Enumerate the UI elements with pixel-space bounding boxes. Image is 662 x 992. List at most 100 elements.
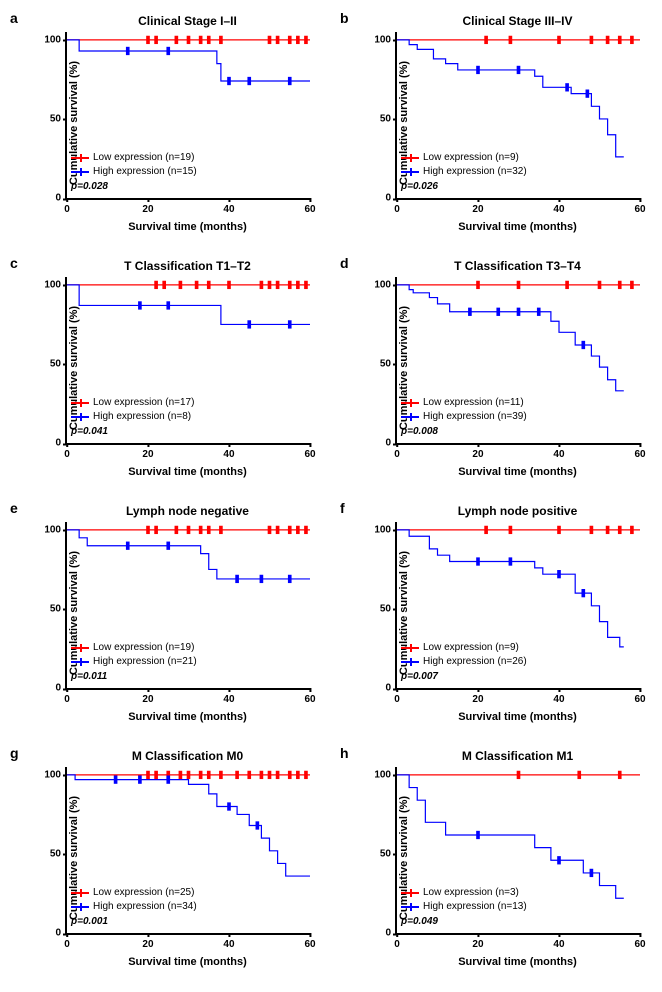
legend: Low expression (n=9) High expression (n=… — [401, 641, 527, 684]
ytick: 100 — [374, 769, 397, 780]
legend-high-text: High expression (n=13) — [423, 900, 527, 914]
legend-swatch-high — [71, 906, 89, 908]
panel-label: a — [10, 10, 18, 26]
ytick: 100 — [44, 524, 67, 535]
ytick: 100 — [374, 279, 397, 290]
legend-swatch-high — [401, 661, 419, 663]
legend-high: High expression (n=8) — [71, 410, 194, 424]
legend: Low expression (n=25) High expression (n… — [71, 886, 197, 929]
p-value: p=0.001 — [71, 915, 197, 929]
panel-title: Clinical Stage I–II — [65, 14, 310, 28]
plot-area: 050100 0204060 Low expression (n=9) High… — [395, 32, 640, 200]
x-axis-label: Survival time (months) — [395, 221, 640, 233]
legend-swatch-low — [71, 402, 89, 404]
legend: Low expression (n=9) High expression (n=… — [401, 151, 527, 194]
plot-area: 050100 0204060 Low expression (n=9) High… — [395, 522, 640, 690]
legend-swatch-low — [401, 157, 419, 159]
legend-low: Low expression (n=9) — [401, 151, 527, 165]
panel-title: M Classification M0 — [65, 749, 310, 763]
p-value: p=0.049 — [401, 915, 527, 929]
legend-swatch-high — [401, 171, 419, 173]
xtick: 20 — [142, 443, 153, 460]
xtick: 20 — [142, 688, 153, 705]
legend-swatch-high — [71, 171, 89, 173]
legend-high-text: High expression (n=8) — [93, 410, 191, 424]
legend-low: Low expression (n=9) — [401, 641, 527, 655]
panel-label: b — [340, 10, 349, 26]
panel-f: f Lymph node positive Cumulative surviva… — [340, 500, 650, 725]
plot-area: 050100 0204060 Low expression (n=11) Hig… — [395, 277, 640, 445]
xtick: 0 — [394, 443, 400, 460]
panel-label: g — [10, 745, 19, 761]
panel-label: e — [10, 500, 18, 516]
ytick: 50 — [50, 113, 67, 124]
legend-low-text: Low expression (n=9) — [423, 641, 519, 655]
x-axis-label: Survival time (months) — [65, 221, 310, 233]
p-value: p=0.008 — [401, 425, 527, 439]
legend: Low expression (n=11) High expression (n… — [401, 396, 527, 439]
legend-high: High expression (n=34) — [71, 900, 197, 914]
panel-c: c T Classification T1–T2 Cumulative surv… — [10, 255, 320, 480]
legend-low: Low expression (n=25) — [71, 886, 197, 900]
xtick: 40 — [223, 688, 234, 705]
legend-high-text: High expression (n=34) — [93, 900, 197, 914]
xtick: 20 — [142, 198, 153, 215]
p-value: p=0.028 — [71, 180, 197, 194]
legend-high-text: High expression (n=39) — [423, 410, 527, 424]
xtick: 60 — [634, 933, 645, 950]
panel-label: d — [340, 255, 349, 271]
xtick: 60 — [634, 198, 645, 215]
ytick: 50 — [50, 358, 67, 369]
ytick: 50 — [380, 358, 397, 369]
panel-title: Clinical Stage III–IV — [395, 14, 640, 28]
legend-high-text: High expression (n=15) — [93, 165, 197, 179]
xtick: 60 — [304, 933, 315, 950]
xtick: 40 — [553, 933, 564, 950]
xtick: 20 — [142, 933, 153, 950]
legend-low-text: Low expression (n=25) — [93, 886, 194, 900]
legend-swatch-low — [401, 647, 419, 649]
xtick: 0 — [64, 933, 70, 950]
panel-b: b Clinical Stage III–IV Cumulative survi… — [340, 10, 650, 235]
legend-low-text: Low expression (n=19) — [93, 151, 194, 165]
legend-swatch-low — [71, 892, 89, 894]
panel-g: g M Classification M0 Cumulative surviva… — [10, 745, 320, 970]
legend-high: High expression (n=13) — [401, 900, 527, 914]
x-axis-label: Survival time (months) — [65, 711, 310, 723]
xtick: 0 — [64, 688, 70, 705]
legend-low-text: Low expression (n=11) — [423, 396, 524, 410]
ytick: 50 — [50, 603, 67, 614]
xtick: 60 — [634, 443, 645, 460]
p-value: p=0.026 — [401, 180, 527, 194]
xtick: 60 — [304, 443, 315, 460]
ytick: 100 — [44, 279, 67, 290]
plot-area: 050100 0204060 Low expression (n=3) High… — [395, 767, 640, 935]
legend: Low expression (n=3) High expression (n=… — [401, 886, 527, 929]
plot-area: 050100 0204060 Low expression (n=19) Hig… — [65, 32, 310, 200]
legend-swatch-high — [401, 416, 419, 418]
legend-high-text: High expression (n=26) — [423, 655, 527, 669]
legend: Low expression (n=19) High expression (n… — [71, 151, 197, 194]
xtick: 40 — [223, 198, 234, 215]
p-value: p=0.011 — [71, 670, 197, 684]
xtick: 0 — [64, 198, 70, 215]
xtick: 60 — [304, 688, 315, 705]
xtick: 0 — [394, 688, 400, 705]
plot-area: 050100 0204060 Low expression (n=17) Hig… — [65, 277, 310, 445]
panel-title: Lymph node positive — [395, 504, 640, 518]
legend-high: High expression (n=26) — [401, 655, 527, 669]
panel-title: Lymph node negative — [65, 504, 310, 518]
legend-low: Low expression (n=19) — [71, 151, 197, 165]
legend-high-text: High expression (n=32) — [423, 165, 527, 179]
plot-area: 050100 0204060 Low expression (n=25) Hig… — [65, 767, 310, 935]
panel-label: f — [340, 500, 345, 516]
legend-low-text: Low expression (n=17) — [93, 396, 194, 410]
panel-e: e Lymph node negative Cumulative surviva… — [10, 500, 320, 725]
xtick: 20 — [472, 933, 483, 950]
xtick: 40 — [553, 443, 564, 460]
legend-high: High expression (n=32) — [401, 165, 527, 179]
x-axis-label: Survival time (months) — [395, 711, 640, 723]
x-axis-label: Survival time (months) — [65, 956, 310, 968]
ytick: 50 — [380, 113, 397, 124]
legend-swatch-high — [71, 416, 89, 418]
